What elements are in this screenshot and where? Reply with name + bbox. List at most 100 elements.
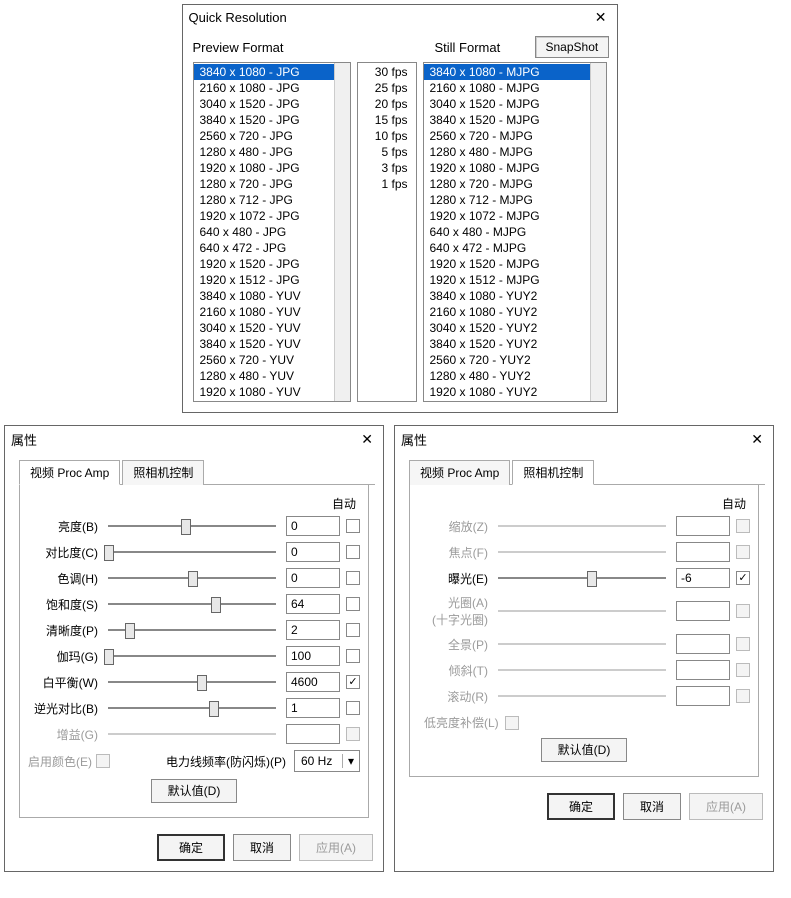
defaults-button[interactable]: 默认值(D) [151,779,238,803]
close-icon[interactable]: ✕ [357,431,377,448]
list-item[interactable]: 1280 x 720 - YUY2 [424,400,606,402]
list-item[interactable]: 1280 x 480 - MJPG [424,144,606,160]
auto-checkbox[interactable] [346,519,360,533]
ok-button[interactable]: 确定 [157,834,225,861]
list-item[interactable]: 3040 x 1520 - MJPG [424,96,606,112]
property-value[interactable]: 2 [286,620,340,640]
property-slider[interactable] [104,569,280,587]
defaults-button[interactable]: 默认值(D) [541,738,628,762]
property-slider[interactable] [104,595,280,613]
list-item[interactable]: 2160 x 1080 - YUY2 [424,304,606,320]
still-format-listbox[interactable]: 3840 x 1080 - MJPG2160 x 1080 - MJPG3040… [423,62,607,402]
cancel-button[interactable]: 取消 [233,834,291,861]
list-item[interactable]: 640 x 480 - JPG [194,224,350,240]
list-item[interactable]: 1 fps [358,176,416,192]
list-item[interactable]: 2560 x 720 - YUY2 [424,352,606,368]
list-item[interactable]: 1920 x 1520 - JPG [194,256,350,272]
snapshot-button[interactable]: SnapShot [535,36,610,58]
list-item[interactable]: 1920 x 1080 - MJPG [424,160,606,176]
auto-checkbox[interactable] [346,545,360,559]
list-item[interactable]: 2160 x 1080 - YUV [194,304,350,320]
property-value[interactable]: -6 [676,568,730,588]
tab-proc-amp[interactable]: 视频 Proc Amp [409,460,510,485]
property-slider[interactable] [104,647,280,665]
tab-proc-amp[interactable]: 视频 Proc Amp [19,460,120,485]
property-value[interactable]: 0 [286,568,340,588]
list-item[interactable]: 30 fps [358,64,416,80]
list-item[interactable]: 1920 x 1080 - YUY2 [424,384,606,400]
property-slider[interactable] [104,621,280,639]
list-item[interactable]: 3040 x 1520 - YUY2 [424,320,606,336]
property-value[interactable]: 4600 [286,672,340,692]
list-item[interactable]: 3840 x 1520 - YUV [194,336,350,352]
property-slider[interactable] [104,517,280,535]
tab-camera-control[interactable]: 照相机控制 [122,460,204,485]
property-slider[interactable] [104,543,280,561]
cancel-button[interactable]: 取消 [623,793,681,820]
preview-format-listbox[interactable]: 3840 x 1080 - JPG2160 x 1080 - JPG3040 x… [193,62,351,402]
tab-camera-control[interactable]: 照相机控制 [512,460,594,485]
list-item[interactable]: 3840 x 1080 - YUY2 [424,288,606,304]
list-item[interactable]: 1920 x 1080 - JPG [194,160,350,176]
list-item[interactable]: 3840 x 1080 - YUV [194,288,350,304]
list-item[interactable]: 1920 x 1080 - YUV [194,384,350,400]
list-item[interactable]: 1920 x 1520 - MJPG [424,256,606,272]
list-item[interactable]: 3040 x 1520 - JPG [194,96,350,112]
list-item[interactable]: 25 fps [358,80,416,96]
auto-checkbox[interactable] [736,571,750,585]
powerline-freq-combo[interactable]: 60 Hz ▾ [294,750,360,772]
list-item[interactable]: 1280 x 720 - YUV [194,400,350,402]
property-value[interactable]: 0 [286,542,340,562]
auto-checkbox[interactable] [346,623,360,637]
list-item[interactable]: 2560 x 720 - MJPG [424,128,606,144]
close-icon[interactable]: ✕ [591,9,611,26]
close-icon[interactable]: ✕ [747,431,767,448]
list-item[interactable]: 3040 x 1520 - YUV [194,320,350,336]
list-item[interactable]: 15 fps [358,112,416,128]
list-item[interactable]: 3 fps [358,160,416,176]
property-row: 色调(H)0 [28,568,360,588]
list-item[interactable]: 2560 x 720 - YUV [194,352,350,368]
list-item[interactable]: 10 fps [358,128,416,144]
list-item[interactable]: 1280 x 720 - JPG [194,176,350,192]
auto-checkbox[interactable] [346,571,360,585]
property-slider[interactable] [104,699,280,717]
auto-checkbox[interactable] [346,701,360,715]
property-slider[interactable] [104,673,280,691]
ok-button[interactable]: 确定 [547,793,615,820]
property-slider [494,687,670,705]
property-value[interactable]: 100 [286,646,340,666]
fps-listbox[interactable]: 30 fps25 fps20 fps15 fps10 fps5 fps3 fps… [357,62,417,402]
list-item[interactable]: 3840 x 1080 - JPG [194,64,350,80]
list-item[interactable]: 3840 x 1520 - YUY2 [424,336,606,352]
list-item[interactable]: 1920 x 1072 - JPG [194,208,350,224]
property-value[interactable]: 0 [286,516,340,536]
property-row: 增益(G) [28,724,360,744]
list-item[interactable]: 640 x 480 - MJPG [424,224,606,240]
list-item[interactable]: 3840 x 1520 - MJPG [424,112,606,128]
auto-checkbox[interactable] [346,597,360,611]
list-item[interactable]: 1280 x 720 - MJPG [424,176,606,192]
list-item[interactable]: 640 x 472 - MJPG [424,240,606,256]
list-item[interactable]: 1920 x 1072 - MJPG [424,208,606,224]
list-item[interactable]: 1280 x 480 - JPG [194,144,350,160]
list-item[interactable]: 20 fps [358,96,416,112]
list-item[interactable]: 3840 x 1080 - MJPG [424,64,606,80]
list-item[interactable]: 5 fps [358,144,416,160]
property-value[interactable]: 1 [286,698,340,718]
list-item[interactable]: 1280 x 480 - YUV [194,368,350,384]
list-item[interactable]: 2160 x 1080 - MJPG [424,80,606,96]
list-item[interactable]: 3840 x 1520 - JPG [194,112,350,128]
list-item[interactable]: 1280 x 480 - YUY2 [424,368,606,384]
property-slider[interactable] [494,569,670,587]
list-item[interactable]: 1920 x 1512 - JPG [194,272,350,288]
list-item[interactable]: 1920 x 1512 - MJPG [424,272,606,288]
list-item[interactable]: 1280 x 712 - MJPG [424,192,606,208]
list-item[interactable]: 640 x 472 - JPG [194,240,350,256]
list-item[interactable]: 2160 x 1080 - JPG [194,80,350,96]
list-item[interactable]: 1280 x 712 - JPG [194,192,350,208]
property-value[interactable]: 64 [286,594,340,614]
auto-checkbox[interactable] [346,649,360,663]
list-item[interactable]: 2560 x 720 - JPG [194,128,350,144]
auto-checkbox[interactable] [346,675,360,689]
